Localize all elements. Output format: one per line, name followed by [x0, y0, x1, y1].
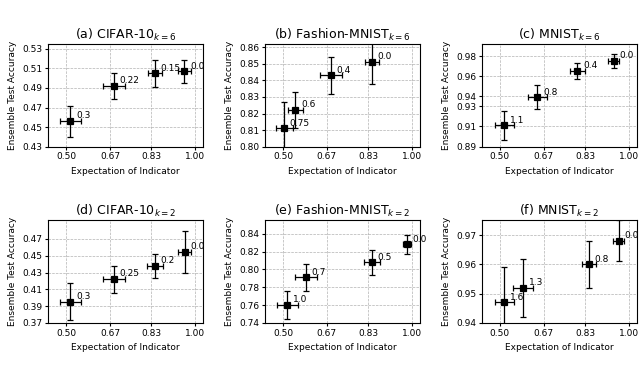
Text: 0.5: 0.5 — [378, 252, 392, 262]
X-axis label: Expectation of Indicator: Expectation of Indicator — [505, 343, 614, 352]
Y-axis label: Ensemble Test Accuracy: Ensemble Test Accuracy — [8, 217, 17, 326]
Text: 0.0: 0.0 — [619, 51, 634, 60]
Text: 1.6: 1.6 — [510, 292, 524, 302]
Y-axis label: Ensemble Test Accuracy: Ensemble Test Accuracy — [225, 41, 234, 150]
Text: 0.8: 0.8 — [543, 88, 557, 97]
Text: 1.0: 1.0 — [293, 295, 307, 304]
Text: 0.15: 0.15 — [161, 63, 181, 73]
Title: (c) MNIST$_{k=6}$: (c) MNIST$_{k=6}$ — [518, 26, 601, 43]
X-axis label: Expectation of Indicator: Expectation of Indicator — [288, 343, 397, 352]
X-axis label: Expectation of Indicator: Expectation of Indicator — [288, 167, 397, 176]
Text: 0.3: 0.3 — [76, 112, 90, 120]
Title: (e) Fashion-MNIST$_{k=2}$: (e) Fashion-MNIST$_{k=2}$ — [275, 203, 410, 219]
Title: (a) CIFAR-10$_{k=6}$: (a) CIFAR-10$_{k=6}$ — [75, 26, 176, 43]
X-axis label: Expectation of Indicator: Expectation of Indicator — [505, 167, 614, 176]
Text: 0.0: 0.0 — [378, 52, 392, 61]
Y-axis label: Ensemble Test Accuracy: Ensemble Test Accuracy — [442, 41, 451, 150]
Text: 1.3: 1.3 — [529, 278, 543, 287]
Text: 0.6: 0.6 — [301, 101, 316, 109]
Text: 0.0: 0.0 — [190, 62, 204, 70]
Title: (f) MNIST$_{k=2}$: (f) MNIST$_{k=2}$ — [519, 203, 599, 219]
Text: 0.0: 0.0 — [191, 242, 205, 251]
Text: 0.0: 0.0 — [413, 235, 427, 244]
Text: 0.2: 0.2 — [161, 256, 175, 265]
X-axis label: Expectation of Indicator: Expectation of Indicator — [71, 343, 180, 352]
Text: 0.4: 0.4 — [583, 61, 597, 70]
Text: 0.75: 0.75 — [290, 119, 310, 128]
Text: 1.1: 1.1 — [510, 116, 524, 125]
Y-axis label: Ensemble Test Accuracy: Ensemble Test Accuracy — [225, 217, 234, 326]
Title: (d) CIFAR-10$_{k=2}$: (d) CIFAR-10$_{k=2}$ — [75, 203, 176, 219]
Title: (b) Fashion-MNIST$_{k=6}$: (b) Fashion-MNIST$_{k=6}$ — [274, 26, 411, 43]
Text: 0.7: 0.7 — [312, 268, 326, 277]
Text: 0.3: 0.3 — [76, 292, 90, 301]
X-axis label: Expectation of Indicator: Expectation of Indicator — [71, 167, 180, 176]
Text: 0.0: 0.0 — [624, 231, 639, 240]
Text: 0.4: 0.4 — [337, 66, 351, 75]
Text: 0.25: 0.25 — [120, 269, 140, 279]
Text: 0.22: 0.22 — [120, 76, 140, 85]
Y-axis label: Ensemble Test Accuracy: Ensemble Test Accuracy — [442, 217, 451, 326]
Y-axis label: Ensemble Test Accuracy: Ensemble Test Accuracy — [8, 41, 17, 150]
Text: 0.8: 0.8 — [595, 255, 609, 264]
